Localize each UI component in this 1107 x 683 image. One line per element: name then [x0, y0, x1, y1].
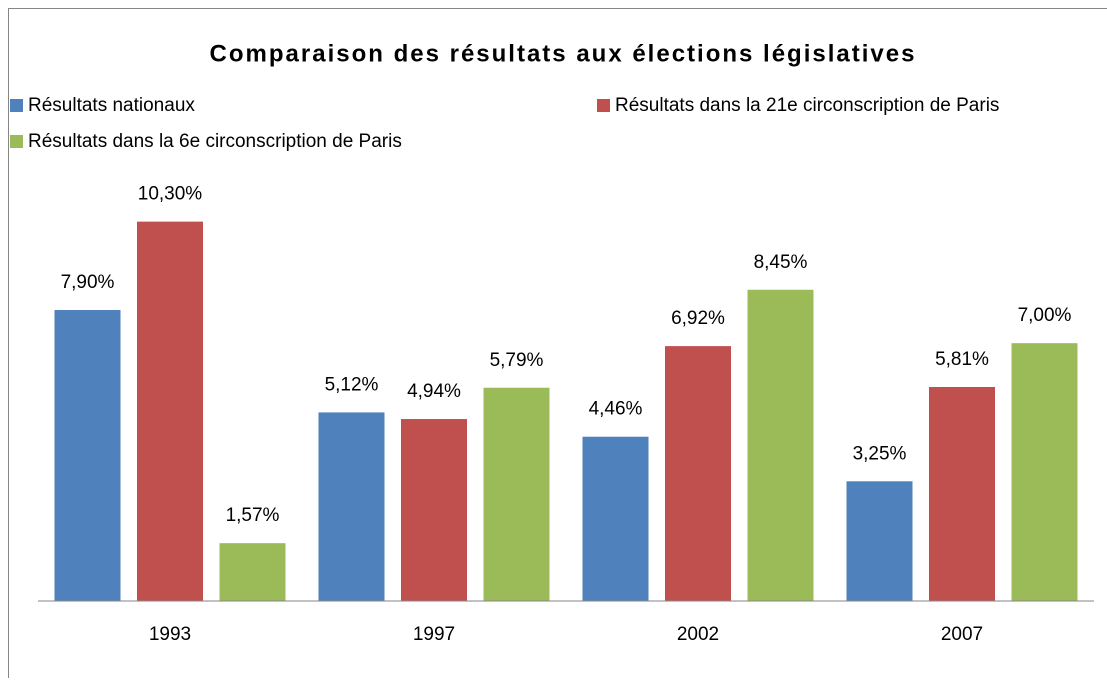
- data-label: 1,57%: [226, 505, 280, 526]
- bar: [319, 412, 385, 601]
- legend-swatch: [597, 99, 610, 112]
- data-label: 5,79%: [490, 350, 544, 371]
- bar: [748, 290, 814, 601]
- data-label: 7,90%: [61, 272, 115, 293]
- bar: [484, 388, 550, 601]
- data-label: 7,00%: [1018, 305, 1072, 326]
- legend-label: Résultats dans la 21e circonscription de…: [615, 95, 999, 116]
- bar: [401, 419, 467, 601]
- data-label: 8,45%: [754, 252, 808, 273]
- bar: [847, 481, 913, 601]
- x-tick-label: 1997: [413, 624, 455, 645]
- x-tick-label: 2007: [941, 624, 983, 645]
- legend-label: Résultats nationaux: [28, 95, 195, 116]
- chart-title: Comparaison des résultats aux élections …: [210, 40, 917, 67]
- data-label: 5,12%: [325, 374, 379, 395]
- bar: [665, 346, 731, 601]
- data-label: 6,92%: [671, 308, 725, 329]
- bar: [137, 222, 203, 601]
- data-label: 5,81%: [935, 349, 989, 370]
- legend-swatch: [10, 99, 23, 112]
- data-label: 4,94%: [407, 381, 461, 402]
- legend-swatch: [10, 135, 23, 148]
- bar: [220, 543, 286, 601]
- bar: [1012, 343, 1078, 601]
- data-label: 10,30%: [138, 184, 203, 205]
- bar: [929, 387, 995, 601]
- data-label: 3,25%: [853, 443, 907, 464]
- bar: [55, 310, 121, 601]
- data-label: 4,46%: [589, 399, 643, 420]
- x-tick-label: 2002: [677, 624, 719, 645]
- legend-label: Résultats dans la 6e circonscription de …: [28, 131, 402, 152]
- x-tick-label: 1993: [149, 624, 191, 645]
- bar: [583, 437, 649, 601]
